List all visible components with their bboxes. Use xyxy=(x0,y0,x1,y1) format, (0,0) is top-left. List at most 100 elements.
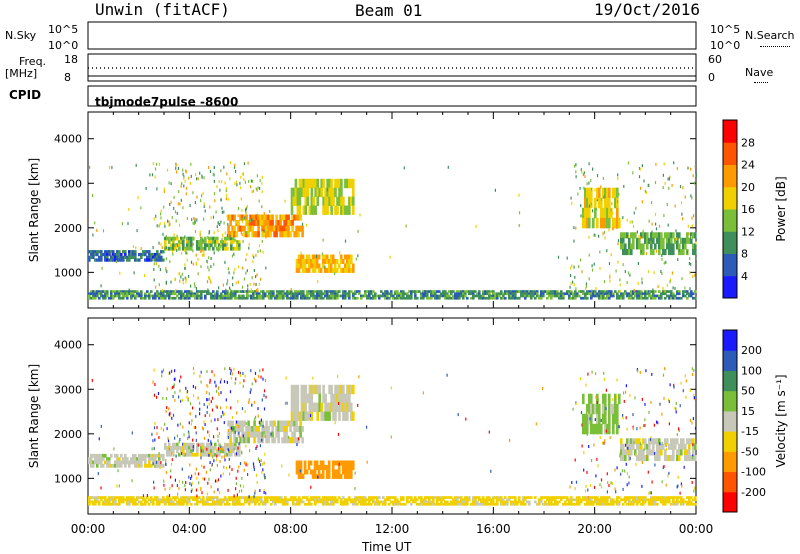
echo-cell xyxy=(228,442,231,447)
echo-cell xyxy=(586,413,589,425)
scatter-echo xyxy=(624,469,626,473)
echo-cell xyxy=(638,449,641,456)
echo-cell xyxy=(182,292,185,296)
echo-cell xyxy=(606,502,609,506)
echo-cell xyxy=(470,292,473,296)
scatter-echo xyxy=(260,375,262,379)
echo-cell xyxy=(284,498,287,502)
echo-cell xyxy=(418,290,421,293)
echo-cell xyxy=(275,231,278,238)
echo-cell xyxy=(218,296,221,300)
echo-cell xyxy=(313,259,317,264)
scatter-echo xyxy=(621,469,624,473)
echo-cell xyxy=(506,500,509,504)
echo-cell xyxy=(184,498,187,502)
scatter-echo xyxy=(654,212,657,216)
echo-cell xyxy=(602,207,605,219)
scatter-echo xyxy=(688,261,690,265)
scatter-echo xyxy=(667,474,669,478)
scatter-echo xyxy=(241,450,243,454)
scatter-echo xyxy=(243,277,245,281)
echo-cell xyxy=(602,294,605,298)
echo-cell xyxy=(338,402,341,412)
echo-cell xyxy=(295,267,299,273)
echo-cell xyxy=(688,443,691,450)
echo-cell xyxy=(285,220,288,227)
echo-cell xyxy=(608,197,611,209)
echo-cell xyxy=(106,255,109,259)
echo-cell xyxy=(341,469,345,475)
echo-cell xyxy=(364,292,367,296)
echo-cell xyxy=(98,502,101,506)
echo-cell xyxy=(206,502,209,506)
echo-cell xyxy=(186,496,189,499)
echo-cell xyxy=(297,469,301,475)
echo-cell xyxy=(282,296,285,300)
echo-cell xyxy=(508,292,511,296)
echo-cell xyxy=(682,438,685,445)
scatter-echo xyxy=(220,415,222,419)
scatter-echo xyxy=(675,401,677,405)
echo-cell xyxy=(214,292,217,296)
scatter-echo xyxy=(225,189,227,193)
echo-cell xyxy=(248,498,251,502)
echo-cell xyxy=(216,296,219,300)
echo-cell xyxy=(328,178,331,189)
scatter-echo xyxy=(197,472,200,476)
echo-cell xyxy=(263,431,266,438)
echo-cell xyxy=(220,449,223,454)
echo-cell xyxy=(198,243,201,248)
echo-cell xyxy=(410,294,413,298)
echo-cell xyxy=(494,296,497,300)
echo-cell xyxy=(658,290,661,293)
scatter-echo xyxy=(260,277,262,281)
scatter-echo xyxy=(160,242,162,246)
echo-cell xyxy=(350,384,353,395)
echo-cell xyxy=(299,465,303,470)
echo-cell xyxy=(184,296,187,300)
scatter-echo xyxy=(226,443,228,447)
echo-cell xyxy=(530,292,533,296)
scatter-echo xyxy=(208,402,210,406)
scatter-echo xyxy=(609,436,611,440)
echo-cell xyxy=(534,496,537,499)
echo-cell xyxy=(676,455,679,462)
echo-cell xyxy=(402,498,405,502)
echo-cell xyxy=(122,296,125,300)
echo-cell xyxy=(241,426,244,433)
echo-cell xyxy=(293,420,296,427)
scatter-echo xyxy=(259,444,261,448)
echo-cell xyxy=(618,294,621,298)
echo-cell xyxy=(604,496,607,499)
echo-cell xyxy=(204,243,207,248)
echo-cell xyxy=(252,496,255,499)
echo-cell xyxy=(646,449,649,456)
scatter-echo xyxy=(248,398,250,402)
echo-cell xyxy=(186,292,189,296)
scatter-echo xyxy=(575,170,577,174)
echo-cell xyxy=(664,500,667,504)
scatter-echo xyxy=(169,260,171,264)
echo-cell xyxy=(610,502,613,506)
echo-cell xyxy=(390,496,393,499)
scatter-echo xyxy=(285,376,287,380)
echo-cell xyxy=(283,214,286,221)
echo-cell xyxy=(358,292,361,296)
echo-cell xyxy=(486,502,489,506)
echo-cell xyxy=(333,469,337,475)
echo-cell xyxy=(444,290,447,293)
echo-cell xyxy=(308,178,312,189)
echo-cell xyxy=(600,500,603,504)
scatter-echo xyxy=(165,268,167,272)
echo-cell xyxy=(186,446,189,450)
echo-cell xyxy=(430,294,433,298)
echo-cell xyxy=(434,294,437,298)
scatter-echo xyxy=(651,222,653,226)
scatter-echo xyxy=(669,175,671,179)
echo-cell xyxy=(512,294,515,298)
echo-cell xyxy=(277,437,280,444)
echo-cell xyxy=(640,292,643,296)
scatter-echo xyxy=(154,438,156,442)
echo-cell xyxy=(658,296,661,300)
echo-cell xyxy=(676,498,679,502)
